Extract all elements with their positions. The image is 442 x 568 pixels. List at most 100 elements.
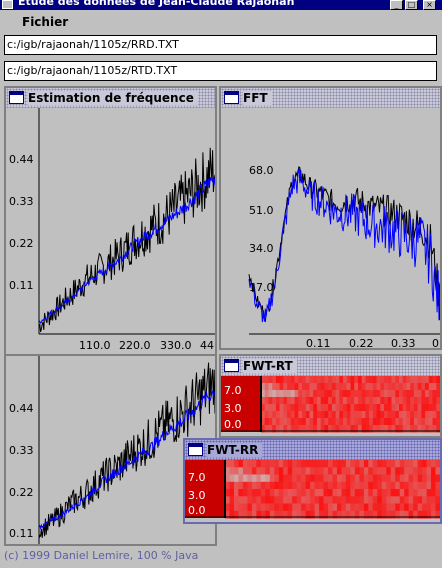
heatmap-cell bbox=[395, 383, 400, 391]
heatmap-cell bbox=[354, 411, 359, 419]
heatmap-cell bbox=[268, 418, 273, 426]
heatmap-cell bbox=[410, 418, 415, 426]
heatmap-cell bbox=[265, 460, 271, 468]
heatmap-cell bbox=[384, 383, 389, 391]
heatmap-cell bbox=[417, 376, 422, 384]
heatmap-cell bbox=[354, 425, 359, 433]
heatmap-cell bbox=[387, 425, 392, 433]
heatmap-cell bbox=[426, 489, 432, 497]
close-button[interactable]: × bbox=[423, 0, 436, 10]
heatmap-cell bbox=[413, 390, 419, 398]
heatmap-cell bbox=[290, 418, 295, 426]
heatmap-cell bbox=[331, 397, 337, 405]
frame-fft-titlebar[interactable]: FFT bbox=[221, 88, 440, 108]
heatmap-cell bbox=[283, 383, 288, 391]
heatmap-cell bbox=[247, 474, 253, 483]
heatmap-cell bbox=[319, 510, 325, 519]
heatmap-cell bbox=[261, 397, 266, 405]
heatmap-cell bbox=[410, 404, 415, 412]
heatmap-cell bbox=[265, 467, 271, 476]
heatmap-cell bbox=[413, 474, 419, 483]
heatmap-cell bbox=[421, 411, 426, 419]
heatmap-cell bbox=[328, 376, 333, 384]
rtd-path-field[interactable]: c:/igb/rajaonah/1105z/RTD.TXT bbox=[4, 61, 437, 81]
heatmap-cell bbox=[229, 510, 235, 519]
heatmap-cell bbox=[335, 418, 340, 426]
heatmap-cell bbox=[350, 489, 356, 497]
heatmap-cell bbox=[260, 474, 266, 483]
rrd-path-field[interactable]: c:/igb/rajaonah/1105z/RRD.TXT bbox=[4, 35, 437, 55]
heatmap-cell bbox=[376, 425, 381, 433]
heatmap-cell bbox=[264, 404, 269, 412]
frame-fwt-rr-titlebar[interactable]: FWT-RR bbox=[185, 440, 440, 460]
frame-estimation-rr[interactable]: 0.44 0.33 0.22 0.11 bbox=[4, 356, 217, 546]
heatmap-cell bbox=[261, 383, 266, 391]
title-bar[interactable]: Etude des données de Jean-Claude Rajaona… bbox=[0, 0, 442, 10]
heatmap-cell bbox=[363, 460, 369, 468]
minimize-button[interactable]: _ bbox=[390, 0, 403, 10]
heatmap-cell bbox=[301, 481, 307, 490]
heatmap-cell bbox=[422, 460, 428, 468]
heatmap-cell bbox=[343, 404, 348, 412]
heatmap-cell bbox=[359, 510, 365, 519]
frame-estimation[interactable]: Estimation de fréquence 0.44 0.33 0.22 0… bbox=[4, 86, 217, 356]
heatmap-cell bbox=[339, 397, 344, 405]
maximize-button[interactable]: □ bbox=[405, 0, 418, 10]
x-tick-label: 110.0 bbox=[79, 339, 111, 352]
heatmap-cell bbox=[369, 418, 374, 426]
heatmap-cell bbox=[386, 489, 392, 497]
heatmap-cell bbox=[399, 510, 405, 519]
heatmap-cell bbox=[234, 481, 239, 490]
heatmap-cell bbox=[350, 390, 355, 398]
heatmap-cell bbox=[361, 411, 366, 419]
heatmap-cell bbox=[260, 460, 266, 468]
heatmap-cell bbox=[436, 425, 440, 433]
heatmap-cell bbox=[426, 503, 432, 512]
heatmap-cell bbox=[406, 397, 411, 405]
heatmap-cell bbox=[402, 404, 407, 412]
heatmap-cell bbox=[292, 510, 298, 519]
heatmap-cell bbox=[298, 404, 303, 412]
frame-fwt-rt-titlebar[interactable]: FWT-RT bbox=[221, 356, 440, 376]
heatmap-cell bbox=[404, 474, 410, 483]
heatmap-cell bbox=[242, 503, 248, 512]
heatmap-cell bbox=[290, 404, 295, 412]
heatmap-cell bbox=[402, 397, 407, 405]
heatmap-cell bbox=[328, 425, 333, 433]
heatmap-cell bbox=[436, 418, 440, 426]
heatmap-cell bbox=[309, 376, 314, 384]
heatmap-cell bbox=[387, 411, 392, 419]
menu-bar: Fichier bbox=[0, 11, 442, 33]
menu-fichier[interactable]: Fichier bbox=[22, 15, 69, 29]
frame-fwt-rr[interactable]: FWT-RR 7.0 3.0 0.0 bbox=[183, 438, 442, 524]
heatmap-cell bbox=[274, 467, 280, 476]
heatmap-cell bbox=[294, 397, 299, 405]
heatmap-cell bbox=[410, 397, 415, 405]
heatmap-cell bbox=[417, 383, 422, 391]
heatmap-cell bbox=[377, 489, 383, 497]
heatmap-cell bbox=[426, 481, 432, 490]
heatmap-cell bbox=[296, 481, 302, 490]
heatmap-cell bbox=[413, 425, 419, 433]
heatmap-cell bbox=[359, 474, 365, 483]
heatmap-cell bbox=[302, 411, 307, 419]
heatmap-cell bbox=[225, 467, 230, 476]
heatmap-cell bbox=[287, 390, 292, 398]
frame-fwt-rt[interactable]: FWT-RT 7.0 3.0 0.0 bbox=[219, 354, 442, 438]
heatmap-cell bbox=[350, 376, 355, 384]
heatmap-cell bbox=[313, 383, 318, 391]
heatmap-cell bbox=[328, 503, 333, 512]
heatmap-cell bbox=[335, 383, 340, 391]
heatmap-cell bbox=[435, 489, 440, 497]
heatmap-cell bbox=[354, 510, 360, 519]
heatmap-cell bbox=[302, 383, 307, 391]
frame-estimation-titlebar[interactable]: Estimation de fréquence bbox=[6, 88, 215, 108]
heatmap-cell bbox=[274, 510, 280, 519]
heatmap-cell bbox=[316, 404, 322, 412]
heatmap-cell bbox=[260, 496, 266, 505]
heatmap-cell bbox=[328, 474, 333, 483]
heatmap-cell bbox=[431, 489, 436, 497]
heatmap-cell bbox=[294, 418, 299, 426]
frame-fft[interactable]: FFT 68.0 51.0 34.0 17.0 0.11 0.22 0.33 0… bbox=[219, 86, 442, 350]
heatmap-cell bbox=[298, 397, 303, 405]
